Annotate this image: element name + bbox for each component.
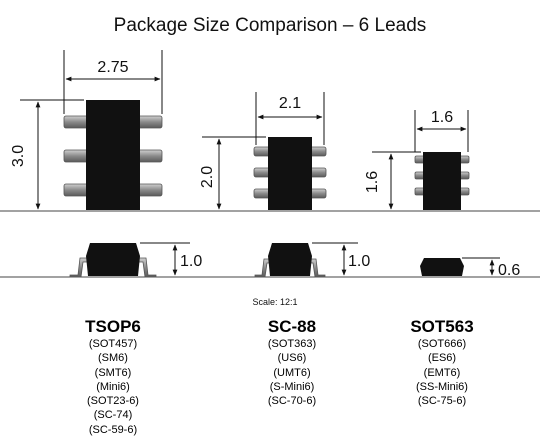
sot563-top-view bbox=[414, 152, 470, 210]
sc88-alias: (S-Mini6) bbox=[269, 380, 315, 393]
sot563-width-label: 1.6 bbox=[431, 109, 453, 126]
sc88-column: SC-88 (SOT363) (US6) (UMT6) (S-Mini6) (S… bbox=[222, 317, 362, 408]
tsop6-width-label: 2.75 bbox=[97, 59, 128, 76]
sc88-alias: (UMT6) bbox=[273, 366, 311, 379]
scale-label: Scale: 12:1 bbox=[252, 297, 297, 307]
sc88-alias: (SC-70-6) bbox=[267, 395, 317, 408]
tsop6-height-label: 1.0 bbox=[180, 253, 202, 270]
sot563-name: SOT563 bbox=[410, 317, 474, 336]
tsop6-alias: (SMT6) bbox=[94, 366, 132, 379]
tsop6-length-dimension: 3.0 bbox=[10, 99, 84, 210]
tsop6-column: TSOP6 (SOT457) (SM6) (SMT6) (Mini6) (SOT… bbox=[43, 317, 183, 437]
diagram-title: Package Size Comparison – 6 Leads bbox=[114, 15, 427, 36]
sot563-height-dimension: 0.6 bbox=[462, 257, 520, 279]
sc88-alias: (SOT363) bbox=[267, 338, 317, 350]
tsop6-height-dimension: 1.0 bbox=[140, 242, 202, 276]
sot563-alias: (ES6) bbox=[427, 352, 457, 365]
tsop6-length-label: 3.0 bbox=[10, 145, 27, 167]
sc88-name: SC-88 bbox=[267, 317, 317, 336]
sot563-alias: (EMT6) bbox=[423, 366, 461, 379]
sot563-side-view bbox=[420, 258, 464, 276]
tsop6-alias: (SOT23-6) bbox=[87, 395, 139, 408]
sot563-width-dimension: 1.6 bbox=[414, 109, 469, 152]
tsop6-side-view bbox=[69, 243, 157, 278]
sc88-top-view bbox=[253, 137, 327, 210]
sot563-column: SOT563 (SOT666) (ES6) (EMT6) (SS-Mini6) … bbox=[372, 317, 512, 408]
tsop6-alias: (SC-59-6) bbox=[88, 423, 138, 436]
tsop6-width-dimension: 2.75 bbox=[63, 50, 163, 114]
sot563-alias: (SOT666) bbox=[417, 338, 467, 350]
sc88-height-dimension: 1.0 bbox=[312, 242, 370, 276]
sc88-alias: (US6) bbox=[277, 352, 307, 365]
tsop6-name: TSOP6 bbox=[85, 317, 141, 336]
sot563-alias: (SS-Mini6) bbox=[416, 380, 468, 393]
sc88-width-dimension: 2.1 bbox=[255, 92, 325, 145]
tsop6-alias: (SOT457) bbox=[88, 338, 138, 350]
sc88-length-dimension: 2.0 bbox=[199, 136, 266, 210]
sot563-height-label: 0.6 bbox=[498, 262, 520, 279]
sot563-length-dimension: 1.6 bbox=[364, 151, 421, 210]
sc88-width-label: 2.1 bbox=[279, 95, 301, 112]
sot563-alias: (SC-75-6) bbox=[417, 395, 467, 408]
tsop6-alias: (SM6) bbox=[98, 352, 128, 365]
sc88-length-label: 2.0 bbox=[199, 166, 216, 188]
sot563-length-label: 1.6 bbox=[364, 171, 381, 193]
tsop6-top-view bbox=[63, 100, 163, 210]
tsop6-alias: (SC-74) bbox=[93, 409, 133, 422]
sc88-side-view bbox=[254, 243, 326, 278]
sc88-height-label: 1.0 bbox=[348, 253, 370, 270]
tsop6-alias: (Mini6) bbox=[96, 380, 130, 393]
